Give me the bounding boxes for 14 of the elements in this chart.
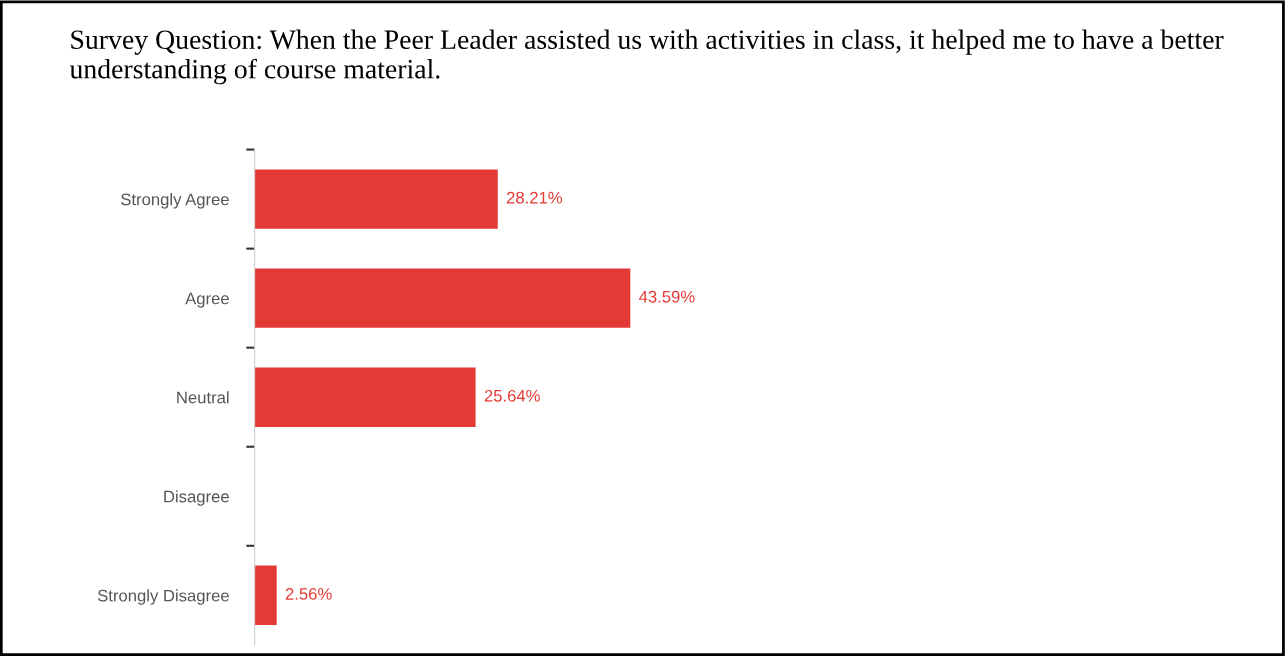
bar — [254, 268, 631, 328]
y-tick-label: Strongly Disagree — [97, 589, 229, 605]
data-label: 25.64% — [484, 389, 540, 402]
data-label: 2.56% — [285, 587, 332, 600]
bar — [254, 367, 476, 427]
y-tick-label: Disagree — [164, 490, 229, 506]
y-tick-label: Agree — [185, 292, 229, 308]
data-label: 28.21% — [506, 191, 563, 204]
bar — [254, 565, 277, 626]
y-tick-label: Neutral — [177, 391, 229, 404]
data-label: 43.59% — [639, 290, 695, 303]
chart-title: Survey Question: When the Peer Leader assisted us with activities in class, it helped me to have a better understanding of course material. — [69, 29, 1224, 85]
bar — [254, 169, 498, 229]
y-tick-label: Strongly Agree — [121, 193, 229, 209]
